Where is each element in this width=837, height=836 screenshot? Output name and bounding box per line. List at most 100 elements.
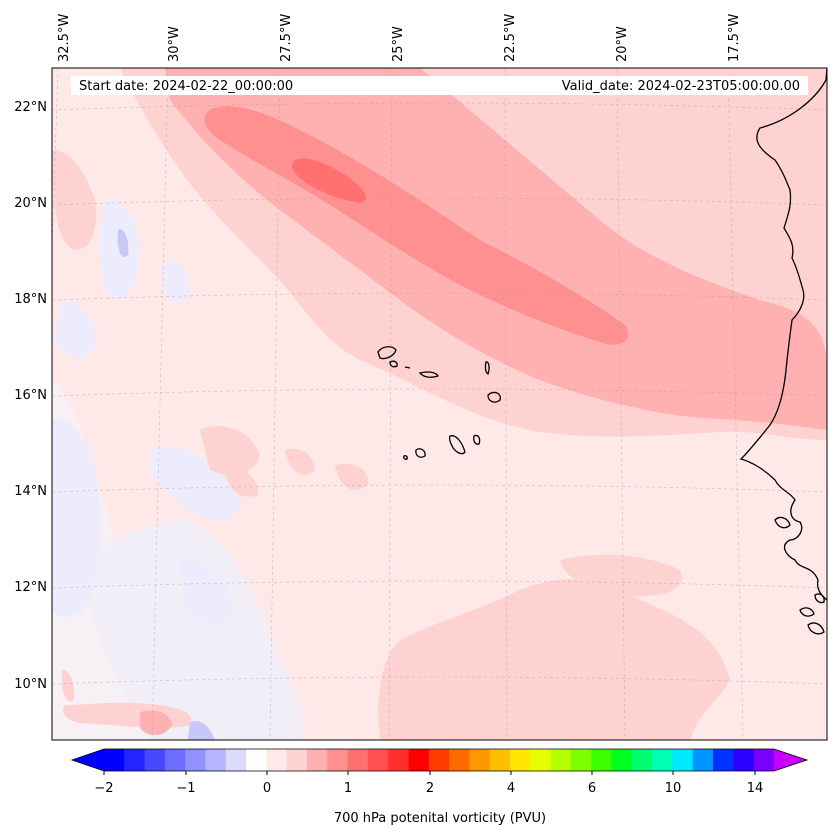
colorbar-under-extension: [72, 749, 104, 771]
colorbar-ticks: [103, 771, 756, 775]
colorbar-swatch: [550, 749, 572, 771]
colorbar-swatch: [692, 749, 714, 771]
colorbar-tick-label: 2: [426, 781, 434, 796]
map-frame: [51, 67, 828, 741]
lat-label: 16°N: [14, 388, 47, 403]
island-maio: [473, 434, 481, 445]
colorbar-swatch: [489, 749, 511, 771]
pv-field-negative-patch: [55, 300, 96, 358]
colorbar-tick-label: −2: [94, 781, 113, 796]
lat-label: 10°N: [14, 677, 47, 692]
island-fogo: [415, 448, 426, 458]
colorbar-swatch: [753, 749, 775, 771]
lon-label: 25°W: [391, 26, 406, 62]
colorbar-swatch: [428, 749, 450, 771]
colorbar-swatches: [104, 749, 775, 771]
colorbar-swatch: [631, 749, 653, 771]
colorbar-swatch: [733, 749, 755, 771]
longitude-labels: 32.5°W 30°W 27.5°W 25°W 22.5°W 20°W 17.5…: [57, 14, 742, 62]
map-panel: [52, 68, 827, 740]
colorbar: −2 −1 0 1 2 4 6 10 14 700 hPa potenital …: [70, 748, 809, 826]
lat-label: 20°N: [14, 196, 47, 211]
island-brava: [403, 455, 408, 460]
colorbar-label: 700 hPa potenital vorticity (PVU): [334, 811, 546, 826]
coastlines: [377, 68, 827, 635]
pv-field-level-1-patch: [285, 448, 315, 475]
colorbar-swatch: [327, 749, 349, 771]
colorbar-swatch: [469, 749, 491, 771]
colorbar-swatch: [570, 749, 592, 771]
lat-label: 14°N: [14, 484, 47, 499]
date-header-box: [71, 76, 808, 95]
lon-label: 17.5°W: [727, 14, 742, 62]
colorbar-swatch: [266, 749, 288, 771]
colorbar-swatch: [367, 749, 389, 771]
coast-islands-guinea: [799, 593, 825, 635]
colorbar-tick-labels: −2 −1 0 1 2 4 6 10 14: [94, 781, 763, 796]
colorbar-swatch: [164, 749, 186, 771]
island-santo-antao: [377, 346, 397, 360]
pv-field-level-1-south: [560, 554, 682, 597]
colorbar-swatch: [652, 749, 673, 771]
pv-field-positive-sw: [140, 710, 172, 736]
start-date-label: Start date: 2024-02-22_00:00:00: [79, 79, 293, 94]
island-boa-vista: [487, 391, 501, 403]
pv-field-white-patch: [80, 520, 304, 740]
pv-field-negative-small: [117, 229, 129, 258]
colorbar-swatch: [225, 749, 247, 771]
pv-field-level-2-patch: [735, 359, 751, 373]
island-santa-luzia: [404, 366, 411, 369]
valid-date-label: Valid_date: 2024-02-23T05:00:00.00: [562, 79, 800, 94]
lon-label: 22.5°W: [503, 14, 518, 62]
colorbar-tick-label: 1: [344, 781, 352, 796]
colorbar-swatch: [104, 749, 125, 771]
island-sal: [484, 361, 490, 376]
lon-label: 20°W: [615, 26, 630, 62]
lon-label: 32.5°W: [57, 14, 72, 62]
pv-field-negative-patch: [150, 446, 241, 520]
colorbar-tick-label: 14: [747, 781, 764, 796]
pv-field-level-2-patch: [680, 348, 712, 370]
lon-label: 30°W: [167, 26, 182, 62]
colorbar-swatch: [185, 749, 206, 771]
colorbar-swatch: [246, 749, 267, 771]
colorbar-swatch: [286, 749, 308, 771]
colorbar-swatch: [672, 749, 694, 771]
colorbar-tick-label: 10: [665, 781, 682, 796]
colorbar-swatch: [307, 749, 328, 771]
lon-label: 27.5°W: [279, 14, 294, 62]
lat-label: 12°N: [14, 580, 47, 595]
colorbar-swatch: [205, 749, 227, 771]
pv-field-negative-patch: [180, 560, 235, 625]
colorbar-tick-label: −1: [176, 781, 195, 796]
pv-field-level-1-patch: [200, 426, 260, 475]
pv-field-level-2-patch: [705, 383, 738, 407]
coast-inlet: [774, 516, 791, 529]
colorbar-tick-label: 4: [507, 781, 515, 796]
africa-coastline: [739, 68, 827, 601]
island-santiago: [448, 435, 466, 455]
colorbar-swatch: [144, 749, 166, 771]
island-sao-vicente: [389, 360, 398, 368]
colorbar-swatch: [611, 749, 633, 771]
colorbar-swatch: [591, 749, 612, 771]
colorbar-swatch: [408, 749, 430, 771]
pv-field-level-4: [292, 158, 367, 203]
pv-field-level-1-south: [378, 579, 730, 740]
pv-field-level-1-patch: [52, 150, 97, 250]
colorbar-swatch: [510, 749, 531, 771]
colorbar-tick-label: 0: [263, 781, 271, 796]
pv-field-negative-patch: [160, 262, 190, 302]
colorbar-swatch: [530, 749, 552, 771]
pv-field-positive-sw: [61, 669, 75, 702]
pv-field-negative-west: [52, 419, 101, 617]
island-sao-nicolau: [418, 371, 439, 378]
colorbar-swatch: [713, 749, 734, 771]
colorbar-tick-label: 6: [588, 781, 596, 796]
colorbar-swatch: [347, 749, 369, 771]
pv-field-negative-small: [188, 720, 215, 740]
lat-label: 22°N: [14, 100, 47, 115]
colorbar-swatch: [449, 749, 470, 771]
latitude-labels: 22°N 20°N 18°N 16°N 14°N 12°N 10°N: [14, 100, 47, 692]
